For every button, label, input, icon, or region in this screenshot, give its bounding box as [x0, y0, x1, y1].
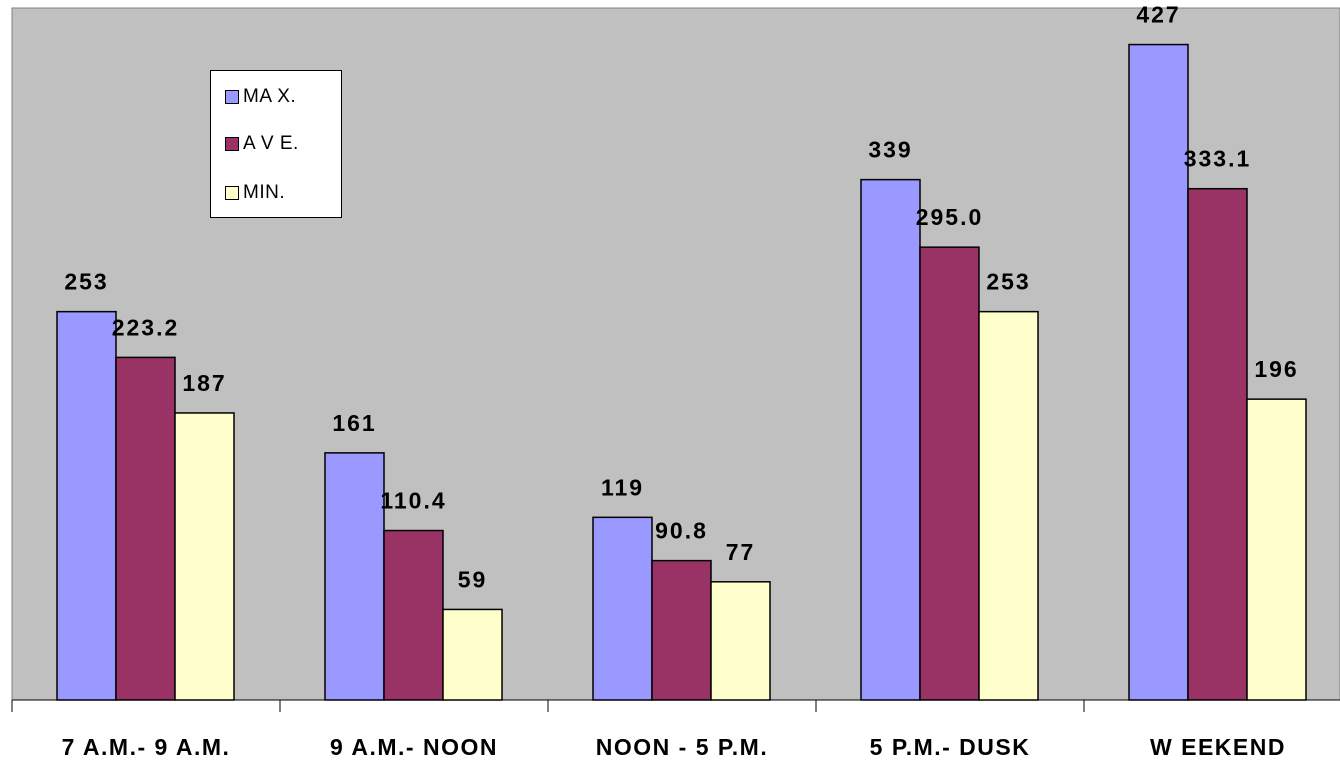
bar-min-5-p-m-dusk	[978, 310, 1039, 701]
legend-label-ave: A V E.	[243, 133, 299, 154]
bar-a-v-e-7-a-m-9-a-m	[115, 356, 176, 701]
bar-ma-x-5-p-m-dusk	[860, 178, 921, 701]
bar-a-v-e-noon-5-p-m	[651, 559, 712, 701]
legend-label-max: MA X.	[243, 86, 297, 107]
data-label-a-v-e-9-a-m-noon: 110.4	[380, 488, 446, 514]
data-label-a-v-e-noon-5-p-m: 90.8	[655, 518, 708, 544]
bar-ma-x-9-a-m-noon	[324, 452, 385, 701]
bar-ma-x-7-a-m-9-a-m	[56, 310, 117, 701]
data-label-ma-x-7-a-m-9-a-m: 253	[64, 269, 108, 295]
bar-min-9-a-m-noon	[442, 608, 503, 701]
legend: MA X. A V E. MIN.	[210, 70, 342, 218]
bar-a-v-e-5-p-m-dusk	[919, 246, 980, 701]
legend-item-min: MIN.	[225, 181, 285, 205]
data-label-min-7-a-m-9-a-m: 187	[182, 370, 226, 396]
data-label-a-v-e-5-p-m-dusk: 295.0	[916, 204, 984, 230]
category-label-noon-5-p-m: NOON - 5 P.M.	[596, 734, 768, 760]
data-label-min-9-a-m-noon: 59	[458, 566, 488, 592]
value-labels-group: 253223.2187161110.45911990.877339295.025…	[64, 2, 1298, 593]
bar-min-7-a-m-9-a-m	[174, 412, 235, 701]
bars-group	[56, 43, 1307, 701]
data-label-min-noon-5-p-m: 77	[726, 539, 756, 565]
x-ticks-group	[11, 700, 1085, 712]
bar-a-v-e-w-eekend	[1187, 187, 1248, 701]
category-label-7-a-m-9-a-m: 7 A.M.- 9 A.M.	[62, 734, 231, 760]
category-label-w-eekend: W EEKEND	[1150, 734, 1286, 760]
bar-min-noon-5-p-m	[710, 581, 771, 701]
data-label-a-v-e-w-eekend: 333.1	[1184, 146, 1252, 172]
data-label-ma-x-noon-5-p-m: 119	[601, 474, 644, 500]
bar-a-v-e-9-a-m-noon	[383, 529, 444, 701]
category-label-9-a-m-noon: 9 A.M.- NOON	[330, 734, 498, 760]
category-label-5-p-m-dusk: 5 P.M.- DUSK	[870, 734, 1031, 760]
legend-item-ave: A V E.	[225, 132, 299, 156]
bar-min-w-eekend	[1246, 398, 1307, 701]
data-label-ma-x-9-a-m-noon: 161	[332, 410, 376, 436]
data-label-min-5-p-m-dusk: 253	[986, 269, 1030, 295]
data-label-a-v-e-7-a-m-9-a-m: 223.2	[112, 314, 180, 340]
category-labels-group: 7 A.M.- 9 A.M. 9 A.M.- NOON NOON - 5 P.M. 5…	[62, 734, 1286, 760]
bar-ma-x-noon-5-p-m	[592, 516, 653, 701]
legend-swatch-ave	[225, 137, 239, 151]
legend-swatch-min	[225, 186, 239, 200]
data-label-ma-x-w-eekend: 427	[1136, 2, 1180, 28]
legend-label-min: MIN.	[243, 182, 286, 203]
data-label-ma-x-5-p-m-dusk: 339	[868, 137, 912, 163]
bar-ma-x-w-eekend	[1128, 43, 1189, 701]
data-label-min-w-eekend: 196	[1254, 356, 1298, 382]
legend-item-max: MA X.	[225, 85, 296, 109]
legend-swatch-max	[225, 90, 239, 104]
